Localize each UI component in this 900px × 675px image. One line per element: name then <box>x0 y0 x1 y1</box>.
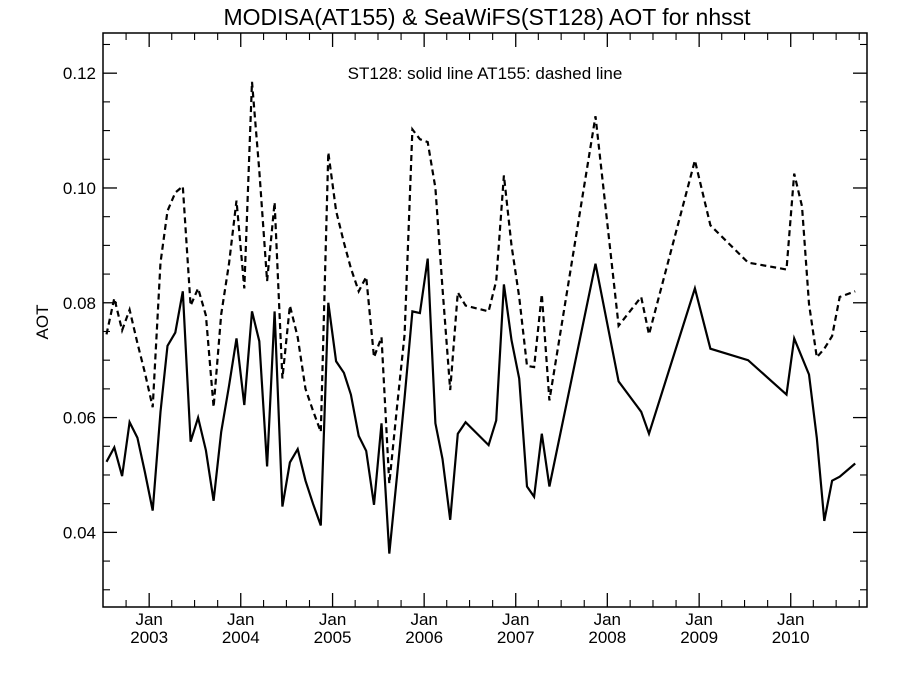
x-tick-month-label: Jan <box>227 610 254 629</box>
x-tick-month-label: Jan <box>502 610 529 629</box>
y-tick-label: 0.06 <box>63 409 96 428</box>
series-line-st128 <box>105 258 856 554</box>
chart-title: MODISA(AT155) & SeaWiFS(ST128) AOT for n… <box>223 4 751 30</box>
plot-frame <box>102 32 868 608</box>
axes: 0.040.060.080.100.12Jan2003Jan2004Jan200… <box>63 33 867 647</box>
y-tick-label: 0.12 <box>63 64 96 83</box>
x-tick-year-label: 2008 <box>588 628 626 647</box>
y-tick-label: 0.08 <box>63 294 96 313</box>
x-tick-month-label: Jan <box>594 610 621 629</box>
x-tick-year-label: 2006 <box>405 628 443 647</box>
y-tick-label: 0.10 <box>63 179 96 198</box>
x-tick-year-label: 2003 <box>130 628 168 647</box>
plot-area <box>105 81 856 554</box>
x-tick-year-label: 2007 <box>497 628 535 647</box>
x-tick-month-label: Jan <box>410 610 437 629</box>
x-tick-year-label: 2004 <box>222 628 260 647</box>
y-tick-label: 0.04 <box>63 523 96 542</box>
x-tick-month-label: Jan <box>135 610 162 629</box>
x-tick-year-label: 2005 <box>314 628 352 647</box>
y-axis-label: AOT <box>33 305 52 340</box>
x-tick-month-label: Jan <box>777 610 804 629</box>
x-tick-month-label: Jan <box>319 610 346 629</box>
x-tick-year-label: 2009 <box>680 628 718 647</box>
x-tick-year-label: 2010 <box>772 628 810 647</box>
x-tick-month-label: Jan <box>685 610 712 629</box>
legend-annotation: ST128: solid line AT155: dashed line <box>348 64 623 83</box>
